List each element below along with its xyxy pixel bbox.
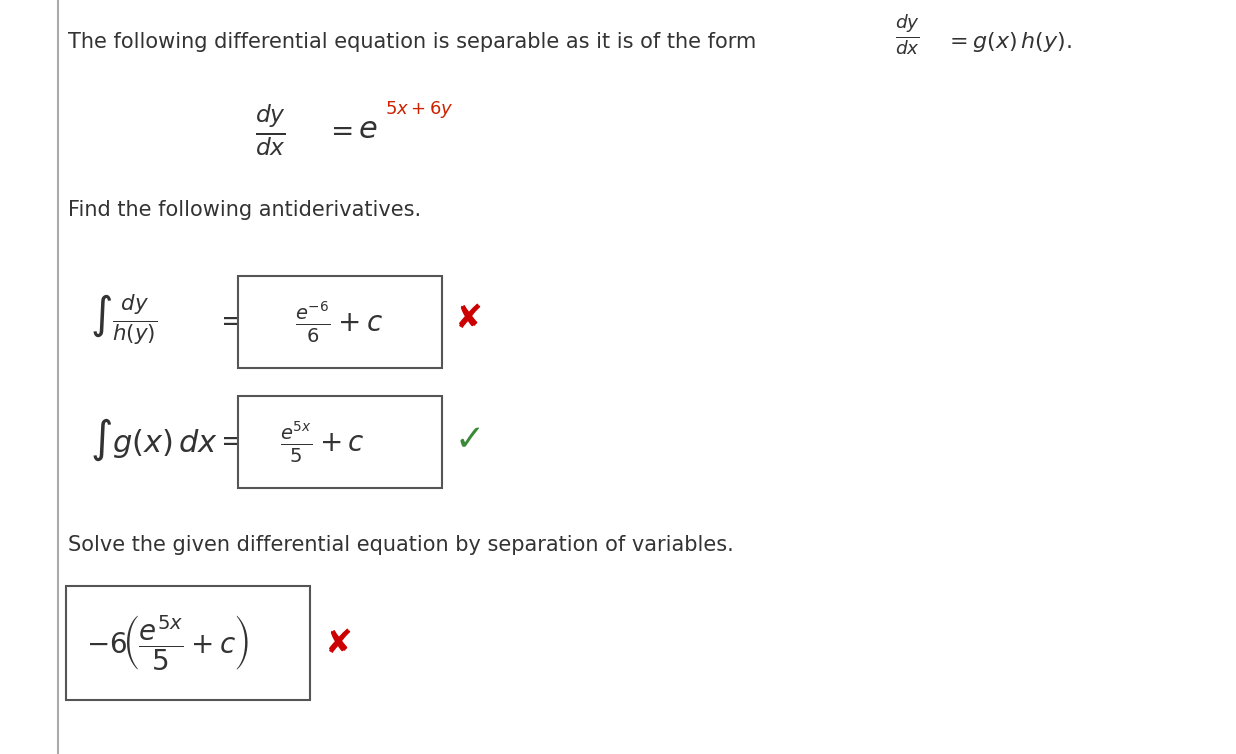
Text: $-6\!\left(\dfrac{e^{5x}}{5} + c\right)$: $-6\!\left(\dfrac{e^{5x}}{5} + c\right)$ bbox=[87, 613, 250, 673]
Text: $=$: $=$ bbox=[325, 116, 352, 144]
FancyBboxPatch shape bbox=[239, 396, 442, 488]
Text: $\frac{e^{5x}}{5} + c$: $\frac{e^{5x}}{5} + c$ bbox=[281, 419, 365, 464]
Text: $\frac{e^{-6}}{6} + c$: $\frac{e^{-6}}{6} + c$ bbox=[295, 299, 383, 345]
Text: $\int g(x)\,dx$: $\int g(x)\,dx$ bbox=[90, 417, 219, 463]
Text: Find the following antiderivatives.: Find the following antiderivatives. bbox=[68, 200, 421, 220]
Text: ✓: ✓ bbox=[455, 423, 486, 457]
Text: $5x + 6y$: $5x + 6y$ bbox=[384, 100, 454, 121]
Text: Solve the given differential equation by separation of variables.: Solve the given differential equation by… bbox=[68, 535, 734, 555]
Text: The following differential equation is separable as it is of the form: The following differential equation is s… bbox=[68, 32, 756, 52]
FancyBboxPatch shape bbox=[66, 586, 310, 700]
Text: $=$: $=$ bbox=[215, 306, 242, 334]
Text: ✘: ✘ bbox=[325, 627, 353, 660]
Text: $\frac{dy}{dx}$: $\frac{dy}{dx}$ bbox=[255, 102, 286, 158]
Text: $= g(x)\,h(y).$: $= g(x)\,h(y).$ bbox=[946, 30, 1072, 54]
Text: $=$: $=$ bbox=[215, 426, 242, 454]
Text: ✘: ✘ bbox=[455, 302, 483, 335]
Text: $\frac{dy}{dx}$: $\frac{dy}{dx}$ bbox=[895, 13, 920, 57]
FancyBboxPatch shape bbox=[239, 276, 442, 368]
Text: $e$: $e$ bbox=[358, 115, 377, 145]
Text: $\int \frac{dy}{h(y)}$: $\int \frac{dy}{h(y)}$ bbox=[90, 293, 157, 348]
